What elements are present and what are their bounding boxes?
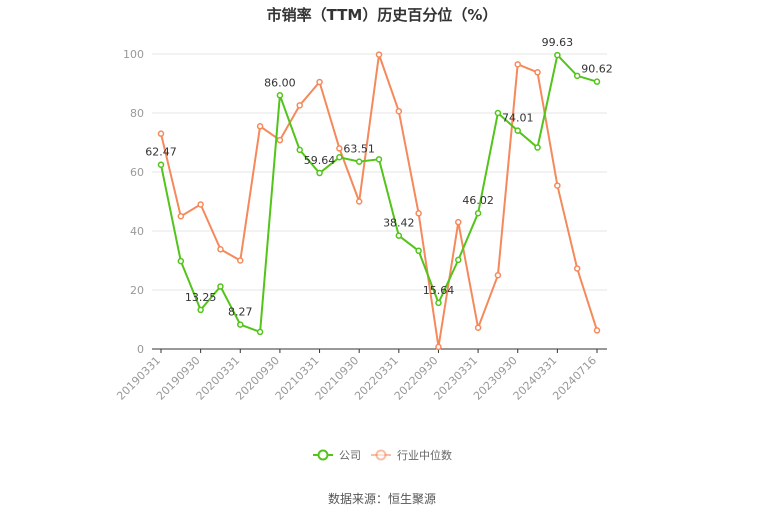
legend-marker	[317, 449, 329, 461]
data-labels: 62.47 13.25 8.27 86.00 59.64 63.51 38.42 15.64 4…	[145, 36, 613, 319]
legend-label: 行业中位数	[397, 448, 452, 462]
data-point[interactable]	[435, 299, 442, 307]
data-point[interactable]	[256, 123, 264, 130]
data-label: 99.63	[542, 36, 574, 49]
data-point[interactable]	[415, 210, 422, 217]
data-point[interactable]	[336, 154, 343, 161]
y-tick-label: 40	[130, 225, 144, 238]
data-point[interactable]	[455, 218, 462, 226]
data-point[interactable]	[593, 327, 601, 334]
y-tick-label: 20	[130, 284, 144, 297]
data-point[interactable]	[355, 198, 363, 205]
legend-marker	[375, 449, 387, 461]
y-tick-label: 0	[137, 343, 144, 356]
data-point[interactable]	[474, 209, 482, 217]
data-point[interactable]	[316, 78, 323, 86]
data-point[interactable]	[573, 265, 581, 272]
data-label: 90.62	[581, 63, 613, 76]
x-tick-label: 20240716	[550, 354, 599, 403]
data-point[interactable]	[296, 146, 303, 154]
data-point[interactable]	[573, 72, 581, 80]
data-point[interactable]	[554, 51, 561, 59]
data-point[interactable]	[316, 169, 323, 177]
data-point[interactable]	[336, 145, 343, 152]
data-point[interactable]	[217, 283, 224, 290]
y-tick-label: 60	[130, 166, 144, 179]
data-label: 8.27	[228, 306, 253, 319]
data-point[interactable]	[237, 257, 244, 264]
data-point[interactable]	[256, 328, 264, 336]
data-point[interactable]	[514, 61, 521, 68]
data-label: 15.64	[423, 284, 455, 297]
series-company	[157, 51, 601, 336]
data-point[interactable]	[177, 213, 185, 220]
data-point[interactable]	[514, 127, 521, 134]
source-note: 数据来源：恒生聚源	[328, 491, 436, 506]
data-point[interactable]	[395, 232, 403, 239]
data-point[interactable]	[375, 51, 383, 58]
data-point[interactable]	[276, 92, 284, 99]
data-point[interactable]	[554, 182, 561, 189]
chart-title: 市销率（TTM）历史百分位（%）	[267, 6, 498, 24]
data-point[interactable]	[197, 306, 204, 314]
data-label: 59.64	[304, 154, 336, 167]
legend[interactable]: 公司 行业中位数	[313, 448, 452, 462]
y-tick-label: 80	[130, 107, 144, 120]
legend-item-industry-median[interactable]: 行业中位数	[371, 448, 452, 462]
data-point[interactable]	[177, 257, 185, 265]
data-point[interactable]	[474, 324, 482, 332]
data-point[interactable]	[276, 136, 284, 144]
series-layer	[157, 51, 601, 351]
data-point[interactable]	[217, 246, 224, 253]
data-point[interactable]	[593, 78, 601, 85]
legend-item-company[interactable]: 公司	[313, 449, 361, 462]
grid-lines	[152, 53, 607, 291]
data-point[interactable]	[157, 161, 165, 168]
data-label: 62.47	[145, 146, 177, 159]
data-label: 38.42	[383, 217, 415, 230]
data-point[interactable]	[435, 343, 442, 351]
data-point[interactable]	[375, 156, 383, 163]
data-point[interactable]	[494, 109, 502, 117]
data-label: 63.51	[343, 143, 375, 156]
data-label: 46.02	[462, 194, 494, 207]
data-point[interactable]	[534, 69, 541, 76]
data-point[interactable]	[395, 107, 403, 115]
data-point[interactable]	[415, 247, 422, 255]
data-point[interactable]	[494, 272, 502, 279]
y-tick-label: 100	[123, 48, 144, 61]
data-label: 74.01	[502, 112, 534, 125]
x-axis: 2019033120190930202003312020093020210331…	[114, 348, 607, 403]
y-axis: 0 20 40 60 80 100	[123, 48, 144, 356]
data-label: 13.25	[185, 291, 217, 304]
data-point[interactable]	[157, 130, 165, 137]
data-point[interactable]	[455, 256, 462, 264]
series-line	[160, 54, 598, 348]
data-point[interactable]	[296, 102, 303, 109]
data-point[interactable]	[355, 158, 363, 165]
data-point[interactable]	[197, 201, 204, 208]
data-point[interactable]	[237, 321, 244, 328]
data-point[interactable]	[534, 144, 541, 151]
data-label: 86.00	[264, 76, 296, 89]
series-industry-median	[157, 51, 601, 351]
legend-label: 公司	[339, 449, 361, 462]
